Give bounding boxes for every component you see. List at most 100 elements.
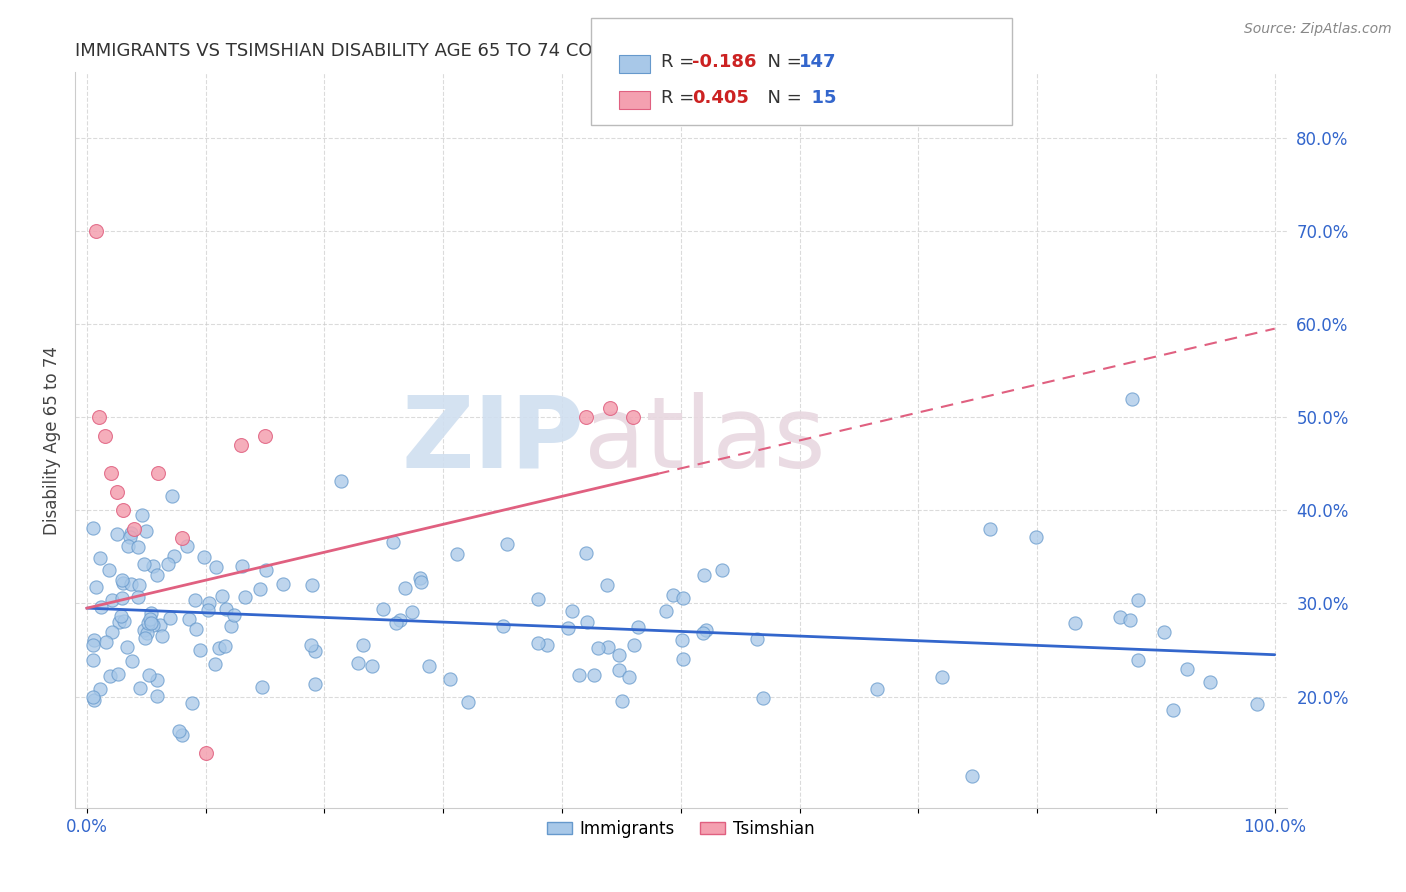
Point xyxy=(142,618,165,632)
Point xyxy=(86,224,108,238)
Point xyxy=(146,567,169,582)
Point xyxy=(146,673,169,687)
Point xyxy=(198,596,221,610)
Point xyxy=(250,680,273,694)
Point xyxy=(139,611,162,625)
Point xyxy=(83,633,105,648)
Point xyxy=(360,659,382,673)
Point xyxy=(204,560,226,574)
Text: N =: N = xyxy=(756,54,808,71)
Y-axis label: Disability Age 65 to 74: Disability Age 65 to 74 xyxy=(44,346,60,535)
Point xyxy=(526,636,548,650)
Point xyxy=(127,590,149,604)
Point xyxy=(1199,675,1222,690)
Point xyxy=(120,526,142,541)
Point xyxy=(411,575,433,590)
Point xyxy=(586,641,609,656)
Point xyxy=(418,659,440,673)
Point xyxy=(131,508,153,523)
Text: Source: ZipAtlas.com: Source: ZipAtlas.com xyxy=(1244,22,1392,37)
Point xyxy=(139,616,162,631)
Point xyxy=(83,692,105,706)
Point xyxy=(149,617,172,632)
Point xyxy=(82,639,104,653)
Point xyxy=(1121,392,1143,406)
Text: atlas: atlas xyxy=(583,392,825,489)
Point xyxy=(301,578,323,592)
Point xyxy=(120,530,142,544)
Point xyxy=(536,638,558,652)
Point xyxy=(304,644,326,658)
Point xyxy=(576,615,599,629)
Point xyxy=(184,623,207,637)
Point xyxy=(598,640,620,655)
Point xyxy=(446,547,468,561)
Point xyxy=(595,578,617,592)
Point xyxy=(1126,653,1149,667)
Point xyxy=(582,668,605,682)
Point xyxy=(1175,662,1198,676)
Point xyxy=(1119,613,1142,627)
Text: ZIP: ZIP xyxy=(401,392,583,489)
Point xyxy=(233,591,256,605)
Point xyxy=(176,540,198,554)
Point xyxy=(146,689,169,703)
Point xyxy=(491,618,513,632)
Point xyxy=(671,633,693,648)
Point xyxy=(1025,530,1047,544)
Point xyxy=(381,535,404,549)
Point xyxy=(193,549,215,564)
Point xyxy=(163,549,186,563)
Point xyxy=(208,641,231,656)
Point xyxy=(128,681,150,695)
Point xyxy=(197,603,219,617)
Point xyxy=(671,591,693,606)
Point xyxy=(1108,610,1130,624)
Point xyxy=(1126,593,1149,607)
Point xyxy=(931,670,953,684)
Point xyxy=(575,410,598,425)
Point xyxy=(979,522,1001,536)
Point xyxy=(111,575,134,590)
Text: 147: 147 xyxy=(799,54,837,71)
Point xyxy=(409,571,432,585)
Point xyxy=(117,540,139,554)
Point xyxy=(110,608,132,623)
Point xyxy=(385,616,408,631)
Point xyxy=(960,769,983,783)
Point xyxy=(299,638,322,652)
Point xyxy=(152,629,174,643)
Text: R =: R = xyxy=(661,54,700,71)
Point xyxy=(108,615,131,630)
Point xyxy=(134,631,156,645)
Point xyxy=(575,546,598,560)
Point xyxy=(138,668,160,682)
Point xyxy=(557,621,579,635)
Point xyxy=(1161,703,1184,717)
Point xyxy=(82,521,104,535)
Point xyxy=(100,466,122,480)
Point xyxy=(82,690,104,704)
Legend: Immigrants, Tsimshian: Immigrants, Tsimshian xyxy=(540,813,821,844)
Point xyxy=(107,666,129,681)
Point xyxy=(89,681,111,696)
Point xyxy=(84,581,107,595)
Point xyxy=(371,602,394,616)
Point xyxy=(526,592,548,607)
Point xyxy=(219,618,242,632)
Text: -0.186: -0.186 xyxy=(692,54,756,71)
Point xyxy=(627,620,650,634)
Point xyxy=(496,537,519,551)
Point xyxy=(82,653,104,667)
Point xyxy=(111,573,134,587)
Point xyxy=(160,489,183,503)
Point xyxy=(1153,624,1175,639)
Point xyxy=(352,638,374,652)
Point xyxy=(167,723,190,738)
Point xyxy=(751,690,773,705)
Point xyxy=(304,677,326,691)
Point xyxy=(93,429,115,443)
Text: R =: R = xyxy=(661,89,700,107)
Point xyxy=(1246,697,1268,711)
Point xyxy=(599,401,621,415)
